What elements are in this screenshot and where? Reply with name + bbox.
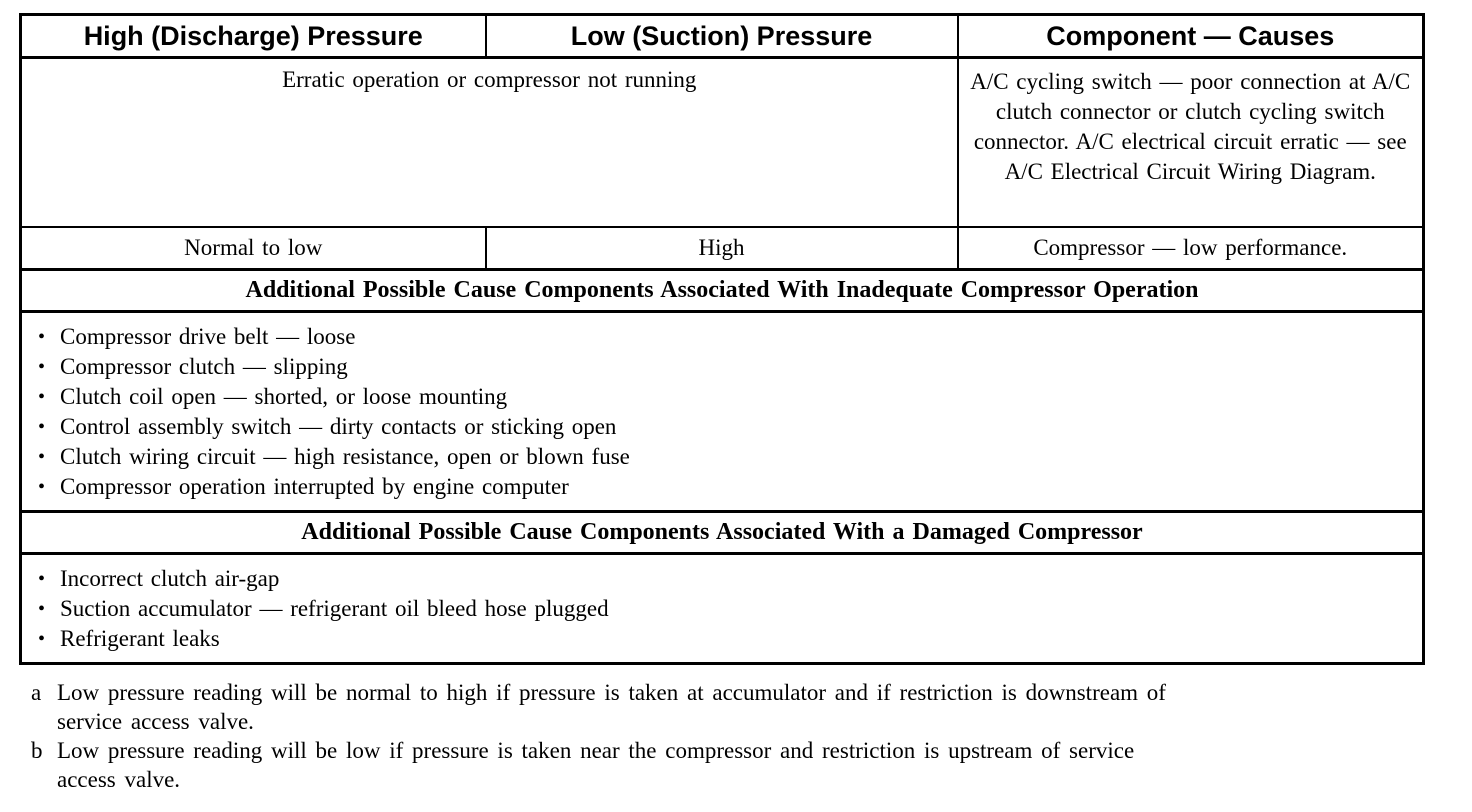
footnote-line: Low pressure reading will be low if pres… bbox=[57, 738, 1135, 763]
list-item: • Refrigerant leaks bbox=[38, 624, 1412, 654]
bullet-icon: • bbox=[38, 416, 46, 438]
footnote-a: a Low pressure reading will be normal to… bbox=[31, 678, 1431, 736]
col-header-high-discharge-pressure: High (Discharge) Pressure bbox=[19, 13, 487, 59]
footnote-line: access valve. bbox=[57, 767, 181, 792]
footnote-a-text: Low pressure reading will be normal to h… bbox=[57, 678, 1431, 736]
list-item-text: Compressor drive belt — loose bbox=[60, 324, 356, 349]
col-header-component-causes: Component — Causes bbox=[956, 13, 1425, 59]
list-item: • Incorrect clutch air-gap bbox=[38, 564, 1412, 594]
list-item: • Compressor operation interrupted by eng… bbox=[38, 472, 1412, 502]
col-header-low-suction-pressure: Low (Suction) Pressure bbox=[484, 13, 959, 59]
bullet-list-damaged-compressor: • Incorrect clutch air-gap • Suction accum… bbox=[19, 552, 1425, 665]
cell-erratic-condition: Erratic operation or compressor not runn… bbox=[19, 56, 959, 228]
footnote-b: b Low pressure reading will be low if pr… bbox=[31, 736, 1431, 794]
list-item: • Compressor clutch — slipping bbox=[38, 352, 1412, 382]
list-item: • Control assembly switch — dirty contact… bbox=[38, 412, 1412, 442]
bullet-list-cell: • Compressor drive belt — loose • Compress… bbox=[19, 310, 1425, 513]
list-item-text: Clutch coil open — shorted, or loose mou… bbox=[60, 384, 508, 409]
bullet-icon: • bbox=[38, 598, 46, 620]
table-row-erratic-operation: Erratic operation or compressor not runn… bbox=[19, 56, 1425, 228]
bullet-icon: • bbox=[38, 476, 46, 498]
footnote-b-text: Low pressure reading will be low if pres… bbox=[57, 736, 1431, 794]
footnote-line: service access valve. bbox=[57, 709, 254, 734]
list-item-text: Clutch wiring circuit — high resistance,… bbox=[60, 444, 630, 469]
list-item-text: Compressor clutch — slipping bbox=[60, 354, 348, 379]
list-item: • Compressor drive belt — loose bbox=[38, 322, 1412, 352]
list-item-text: Incorrect clutch air-gap bbox=[60, 566, 280, 591]
footnote-a-marker: a bbox=[31, 680, 42, 705]
footnote-line: Low pressure reading will be normal to h… bbox=[57, 680, 1166, 705]
list-item-text: Control assembly switch — dirty contacts… bbox=[60, 414, 617, 439]
section-title: Additional Possible Cause Components Ass… bbox=[19, 510, 1425, 555]
footnotes: a Low pressure reading will be normal to… bbox=[31, 678, 1431, 794]
list-item-text: Refrigerant leaks bbox=[60, 626, 220, 651]
list-item: • Clutch coil open — shorted, or loose mo… bbox=[38, 382, 1412, 412]
table-row-normal-to-low: Normal to low High Compressor — low perf… bbox=[19, 225, 1425, 271]
list-item: • Clutch wiring circuit — high resistance… bbox=[38, 442, 1412, 472]
section-title: Additional Possible Cause Components Ass… bbox=[19, 268, 1425, 313]
table-header-row: High (Discharge) Pressure Low (Suction) … bbox=[19, 13, 1425, 59]
bullet-icon: • bbox=[38, 326, 46, 348]
list-item-text: Suction accumulator — refrigerant oil bl… bbox=[60, 596, 609, 621]
cell-low-pressure-value: High bbox=[484, 225, 959, 271]
section-header-inadequate-operation: Additional Possible Cause Components Ass… bbox=[19, 268, 1425, 313]
bullet-list-inadequate-operation: • Compressor drive belt — loose • Compress… bbox=[19, 310, 1425, 513]
footnote-b-marker: b bbox=[31, 738, 43, 763]
pressure-diagnosis-table: High (Discharge) Pressure Low (Suction) … bbox=[19, 13, 1425, 665]
list-item: • Suction accumulator — refrigerant oil b… bbox=[38, 594, 1412, 624]
cell-erratic-cause: A/C cycling switch — poor connection at … bbox=[956, 56, 1425, 228]
bullet-list-cell: • Incorrect clutch air-gap • Suction accum… bbox=[19, 552, 1425, 665]
bullet-icon: • bbox=[38, 386, 46, 408]
section-header-damaged-compressor: Additional Possible Cause Components Ass… bbox=[19, 510, 1425, 555]
cell-compressor-cause: Compressor — low performance. bbox=[956, 225, 1425, 271]
cell-high-pressure-value: Normal to low bbox=[19, 225, 487, 271]
list-item-text: Compressor operation interrupted by engi… bbox=[60, 474, 569, 499]
bullet-icon: • bbox=[38, 446, 46, 468]
bullet-icon: • bbox=[38, 568, 46, 590]
bullet-icon: • bbox=[38, 628, 46, 650]
bullet-icon: • bbox=[38, 356, 46, 378]
